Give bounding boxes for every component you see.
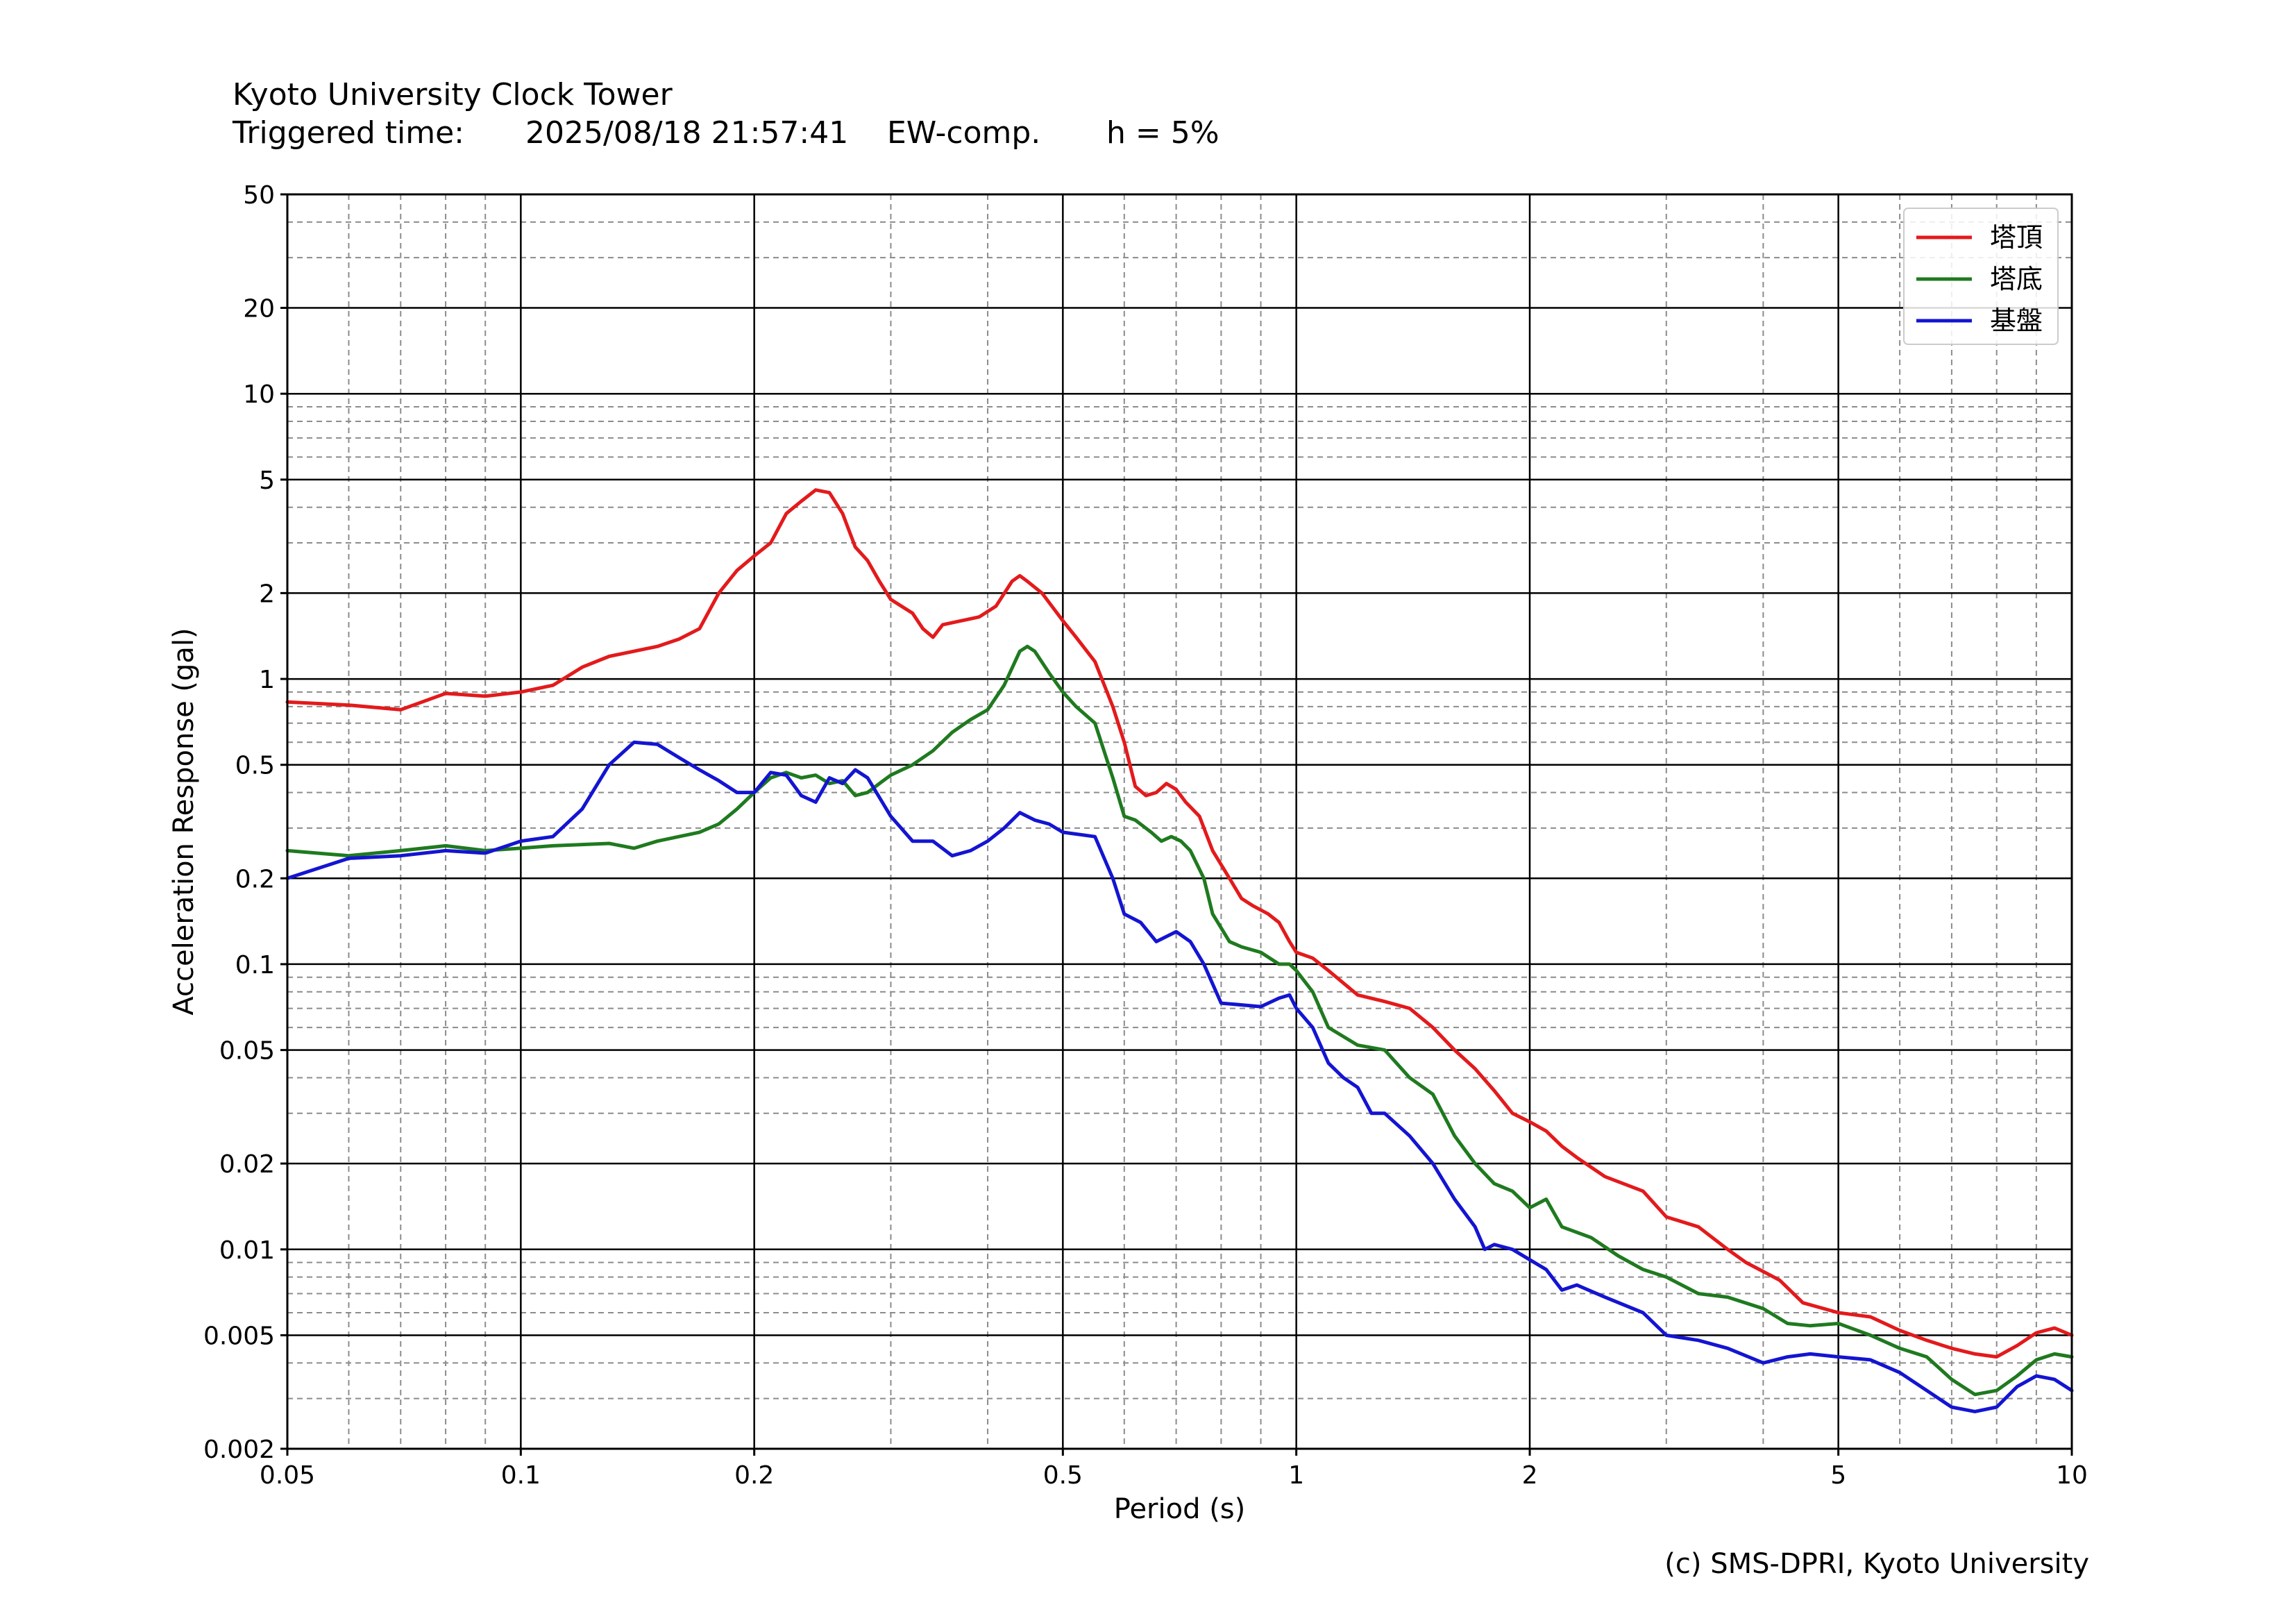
x-tick-label: 0.05: [260, 1461, 315, 1490]
series-lines: [285, 488, 2074, 1413]
y-axis-title: Acceleration Response (gal): [168, 628, 200, 1015]
y-tick-label: 5: [259, 466, 275, 495]
major-grid: [286, 193, 2073, 1450]
y-tick-label: 20: [243, 295, 275, 323]
minor-grid: [287, 194, 2072, 1449]
triggered-time-label: Triggered time:: [233, 115, 464, 151]
legend-entry-label: 塔底: [1990, 264, 2043, 294]
legend-entry-label: 基盤: [1990, 305, 2043, 336]
y-tick-label: 2: [259, 580, 275, 608]
x-tick-label: 0.2: [734, 1461, 774, 1490]
x-tick-label: 0.5: [1043, 1461, 1083, 1490]
y-tick-label: 0.05: [219, 1037, 275, 1066]
y-tick-label: 0.5: [235, 752, 275, 780]
plot-frame: [286, 193, 2073, 1450]
x-axis-title: Period (s): [1114, 1493, 1246, 1525]
x-tick-label: 0.1: [501, 1461, 541, 1490]
x-tick-label: 2: [1522, 1461, 1538, 1490]
x-tick-label: 10: [2056, 1461, 2088, 1490]
series-line-1: [285, 488, 2074, 1359]
triggered-time-value: 2025/08/18 21:57:41: [525, 115, 849, 151]
y-tick-label: 0.1: [235, 951, 275, 979]
component-label: EW-comp.: [887, 115, 1041, 151]
series-line-3: [285, 740, 2074, 1413]
legend-entry-label: 塔頂: [1990, 222, 2043, 253]
legend-box: [1903, 208, 2059, 345]
x-axis-ticks: 0.05 0.1 0.2 0.5 1 2 5 10: [260, 1449, 2088, 1490]
y-tick-label: 0.005: [203, 1322, 275, 1350]
damping-label: h = 5%: [1106, 115, 1219, 151]
x-tick-label: 1: [1288, 1461, 1304, 1490]
copyright-notice: (c) SMS-DPRI, Kyoto University: [1664, 1548, 2089, 1580]
y-tick-label: 50: [243, 181, 275, 210]
y-axis-ticks: 0.002 0.005 0.01 0.02 0.05 0.1 0.2 0.5 1 2 5 10 20 50: [203, 181, 287, 1464]
y-tick-label: 10: [243, 380, 275, 409]
y-tick-label: 0.01: [219, 1236, 275, 1265]
y-tick-label: 0.002: [203, 1436, 275, 1464]
y-tick-label: 0.2: [235, 865, 275, 893]
x-tick-label: 5: [1830, 1461, 1846, 1490]
y-tick-label: 1: [259, 666, 275, 694]
series-line-2: [285, 644, 2074, 1397]
chart-title: Kyoto University Clock Tower: [233, 77, 673, 112]
y-tick-label: 0.02: [219, 1150, 275, 1179]
